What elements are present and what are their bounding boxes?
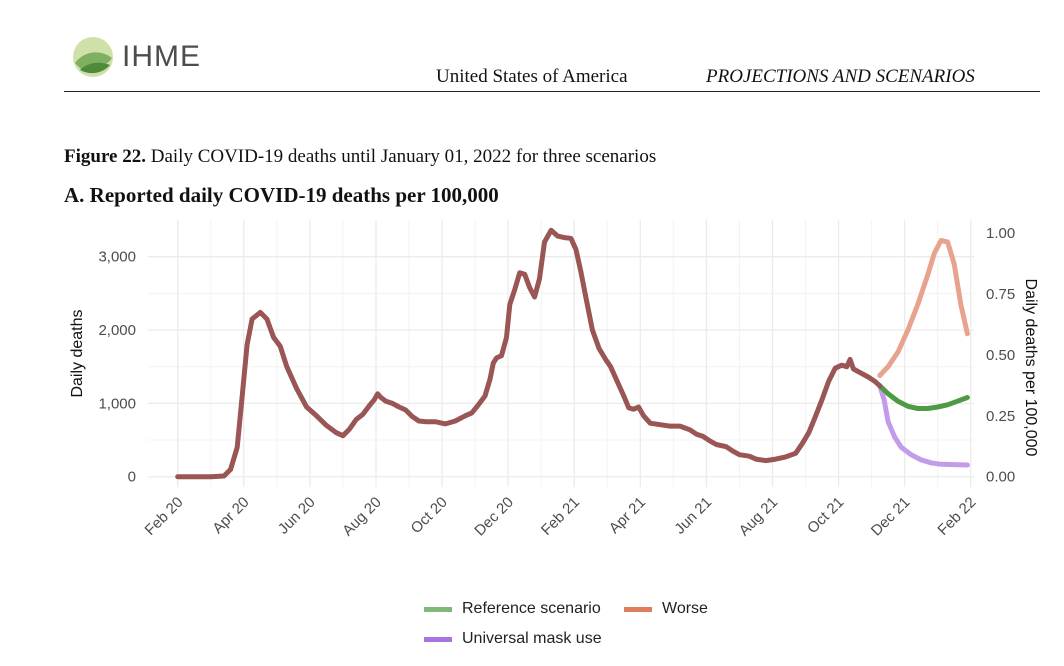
y2-axis-title: Daily deaths per 100,000 (1022, 279, 1039, 457)
y-tick-label: 3,000 (98, 249, 136, 266)
legend-item-reference: Reference scenario (424, 600, 601, 618)
legend-item-mask: Universal mask use (424, 630, 602, 648)
x-tick-label: Jun 21 (671, 494, 715, 538)
leaf-logo-icon (73, 37, 113, 77)
header-country: United States of America (436, 66, 628, 87)
legend-swatch-mask (424, 636, 452, 642)
ihme-logo: IHME (72, 36, 201, 78)
x-tick-label: Feb 21 (538, 494, 583, 539)
y2-tick-label: 0.50 (986, 347, 1015, 364)
y2-tick-label: 0.75 (986, 286, 1015, 303)
figure-label: Figure 22. (64, 146, 146, 167)
panel-title: A. Reported daily COVID-19 deaths per 10… (64, 183, 499, 207)
x-tick-label: Oct 20 (408, 494, 451, 537)
series-line-history (175, 227, 883, 480)
x-tick-label: Aug 21 (736, 494, 782, 540)
series-line-mask (877, 383, 970, 468)
y2-tick-label: 0.00 (986, 469, 1015, 486)
x-tick-label: Dec 20 (471, 494, 517, 540)
y-axis-title: Daily deaths (69, 309, 86, 397)
legend-item-worse: Worse (624, 600, 708, 618)
legend-label-mask: Universal mask use (462, 630, 602, 647)
y-tick-label: 0 (128, 469, 136, 486)
legend-swatch-reference (424, 606, 452, 612)
x-tick-label: Dec 21 (868, 494, 914, 540)
x-tick-label: Feb 22 (934, 494, 979, 539)
logo-text: IHME (122, 40, 201, 73)
deaths-chart: 0 1,000 2,000 3,000 0.00 0.25 0.50 0.75 1.00 Feb … (69, 220, 1039, 540)
figure-caption-text: Daily COVID-19 deaths until January 01, … (150, 146, 657, 167)
x-tick-label: Apr 20 (209, 494, 252, 537)
series-line-worse (877, 238, 970, 378)
y2-tick-label: 0.25 (986, 408, 1015, 425)
series-line-reference (877, 383, 970, 411)
header-section: PROJECTIONS AND SCENARIOS (706, 66, 975, 87)
y2-tick-label: 1.00 (986, 225, 1015, 242)
y-tick-label: 1,000 (98, 395, 136, 412)
header-divider (64, 91, 1040, 92)
legend-swatch-worse (624, 606, 652, 612)
x-tick-label: Feb 20 (142, 494, 187, 539)
x-tick-label: Aug 20 (339, 494, 385, 540)
legend-label-reference: Reference scenario (462, 600, 601, 617)
x-tick-label: Oct 21 (804, 494, 847, 537)
x-tick-label: Jun 20 (275, 494, 319, 538)
y-tick-label: 2,000 (98, 322, 136, 339)
figure-caption: Figure 22. Daily COVID-19 deaths until J… (64, 146, 656, 168)
x-tick-label: Apr 21 (606, 494, 649, 537)
legend-label-worse: Worse (662, 600, 708, 617)
